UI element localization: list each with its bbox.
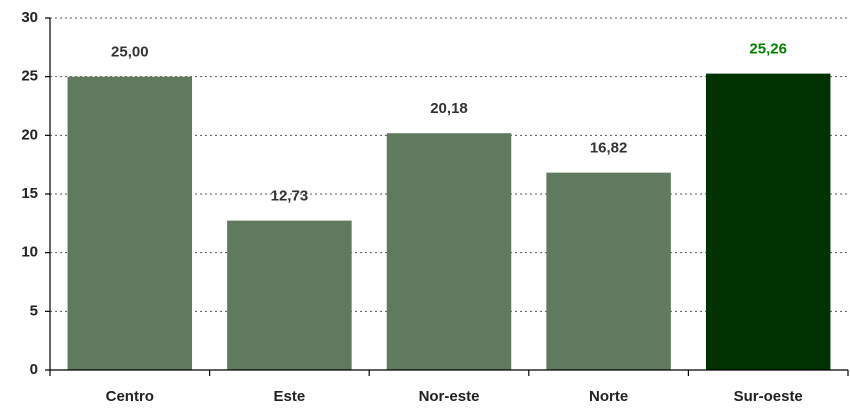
x-tick-label: Norte bbox=[589, 388, 628, 405]
x-tick-label: Nor-este bbox=[419, 388, 480, 405]
x-tick-label: Este bbox=[274, 388, 306, 405]
bar bbox=[705, 73, 831, 370]
y-tick-label: 10 bbox=[21, 244, 38, 261]
y-tick-label: 20 bbox=[21, 126, 38, 143]
y-tick-label: 30 bbox=[21, 9, 38, 26]
bar bbox=[67, 76, 193, 371]
value-label: 16,82 bbox=[590, 140, 628, 157]
y-tick-label: 25 bbox=[21, 68, 38, 85]
y-tick-label: 0 bbox=[30, 361, 38, 378]
bar bbox=[227, 220, 352, 370]
y-tick-label: 5 bbox=[30, 302, 38, 319]
value-label: 12,73 bbox=[271, 188, 309, 205]
bar bbox=[386, 133, 512, 370]
value-label: 25,00 bbox=[111, 44, 149, 61]
x-tick-label: Centro bbox=[106, 388, 154, 405]
x-tick-label: Sur-oeste bbox=[734, 388, 803, 405]
value-label: 20,18 bbox=[430, 100, 468, 117]
bar bbox=[546, 172, 671, 370]
y-tick-label: 15 bbox=[21, 185, 38, 202]
value-label: 25,26 bbox=[749, 41, 787, 58]
